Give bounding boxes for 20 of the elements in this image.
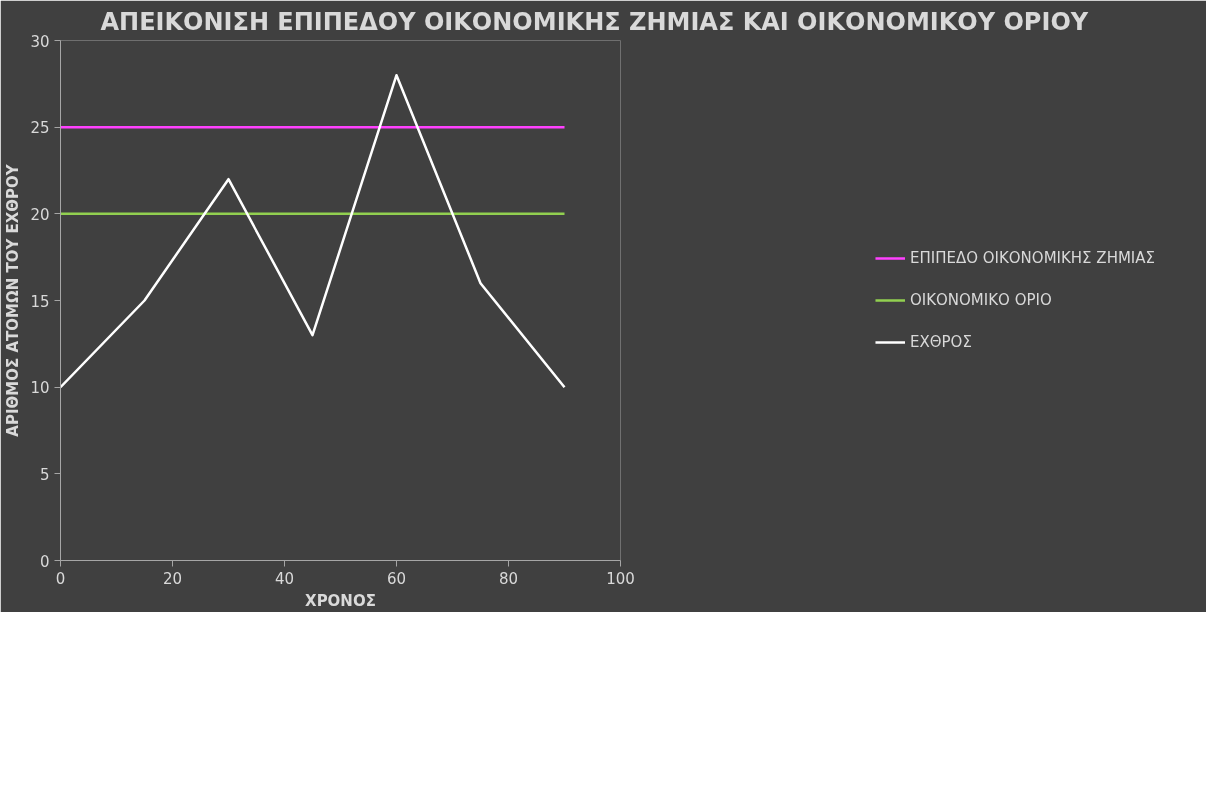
line-series [60,73,566,389]
chart-title: ΑΠΕΙΚΟΝΙΣΗ ΕΠΙΠΕΔΟΥ ΟΙΚΟΝΟΜΙΚΗΣ ΖΗΜΙΑΣ ΚΑΙ ΟΙΚΟΝΟΜΙΚΟΥ ΟΡΙΟΥ [100,7,1089,36]
x-tick-label: 100 [606,569,635,588]
x-tick-label: 40 [274,569,295,588]
y-tick-label: 20 [30,205,50,224]
x-tick-label: 20 [162,569,183,588]
x-tick-label: 80 [498,569,519,588]
x-tick-label: 60 [386,569,407,588]
legend-label: ΕΠΙΠΕΔΟ ΟΙΚΟΝΟΜΙΚΗΣ ΖΗΜΙΑΣ [909,249,1156,267]
y-tick-label: 15 [30,292,50,311]
legend-label: ΕΧΘΡΟΣ [909,333,972,351]
y-axis-title: ΑΡΙΘΜΟΣ ΑΤΟΜΩΝ ΤΟΥ ΕΧΘΡΟΥ [4,163,23,437]
y-tick-label: 10 [30,379,50,398]
y-tick-label: 30 [30,32,50,51]
legend-label: ΟΙΚΟΝΟΜΙΚΟ ΟΡΙΟ [909,291,1052,309]
y-tick-label: 5 [39,465,50,484]
x-tick-label: 0 [55,569,66,588]
y-tick-label: 25 [30,119,50,138]
x-axis-title: ΧΡΟΝΟΣ [305,591,376,610]
y-tick-label: 0 [39,552,50,571]
